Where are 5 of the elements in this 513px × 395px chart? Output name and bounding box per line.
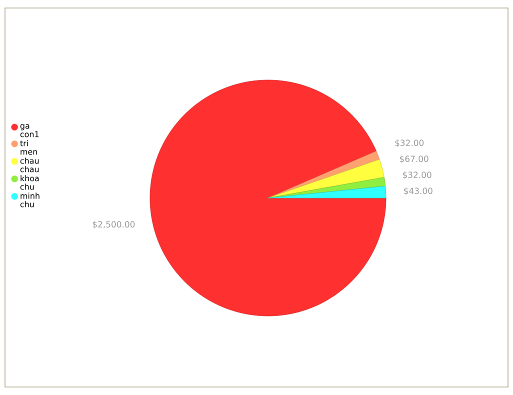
data-label: $43.00 (404, 187, 432, 196)
data-label: $32.00 (395, 139, 424, 148)
data-label: $2,500.00 (92, 220, 135, 229)
data-label: $32.00 (402, 171, 432, 180)
data-label: $67.00 (400, 155, 428, 164)
